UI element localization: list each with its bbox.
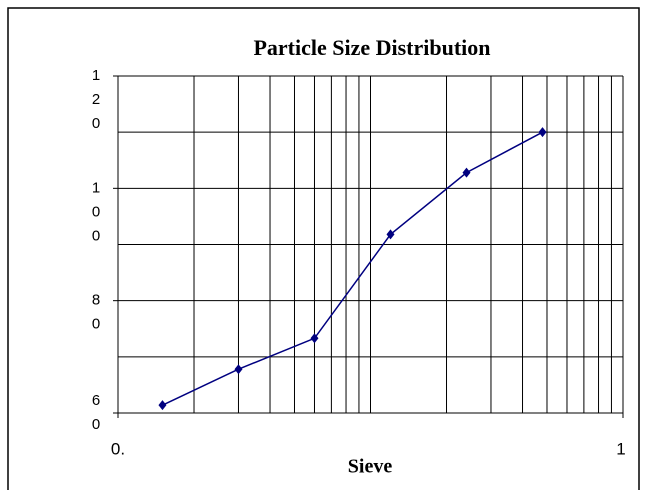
data-point: [462, 167, 471, 178]
x-axis-label: Sieve: [348, 456, 393, 478]
chart-frame: [7, 7, 640, 490]
data-point: [538, 127, 547, 138]
data-point: [386, 229, 395, 240]
data-point: [310, 333, 319, 344]
data-line: [162, 131, 543, 406]
x-tick-label: 1: [616, 439, 625, 458]
x-tick-label: 0.: [111, 439, 125, 458]
data-point: [158, 400, 167, 411]
chart-title: Particle Size Distribution: [253, 35, 490, 60]
data-point: [234, 364, 243, 375]
